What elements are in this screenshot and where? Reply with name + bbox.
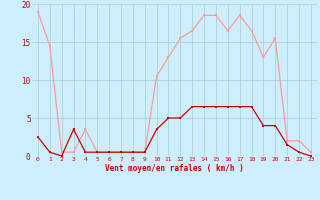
X-axis label: Vent moyen/en rafales ( km/h ): Vent moyen/en rafales ( km/h )	[105, 164, 244, 173]
